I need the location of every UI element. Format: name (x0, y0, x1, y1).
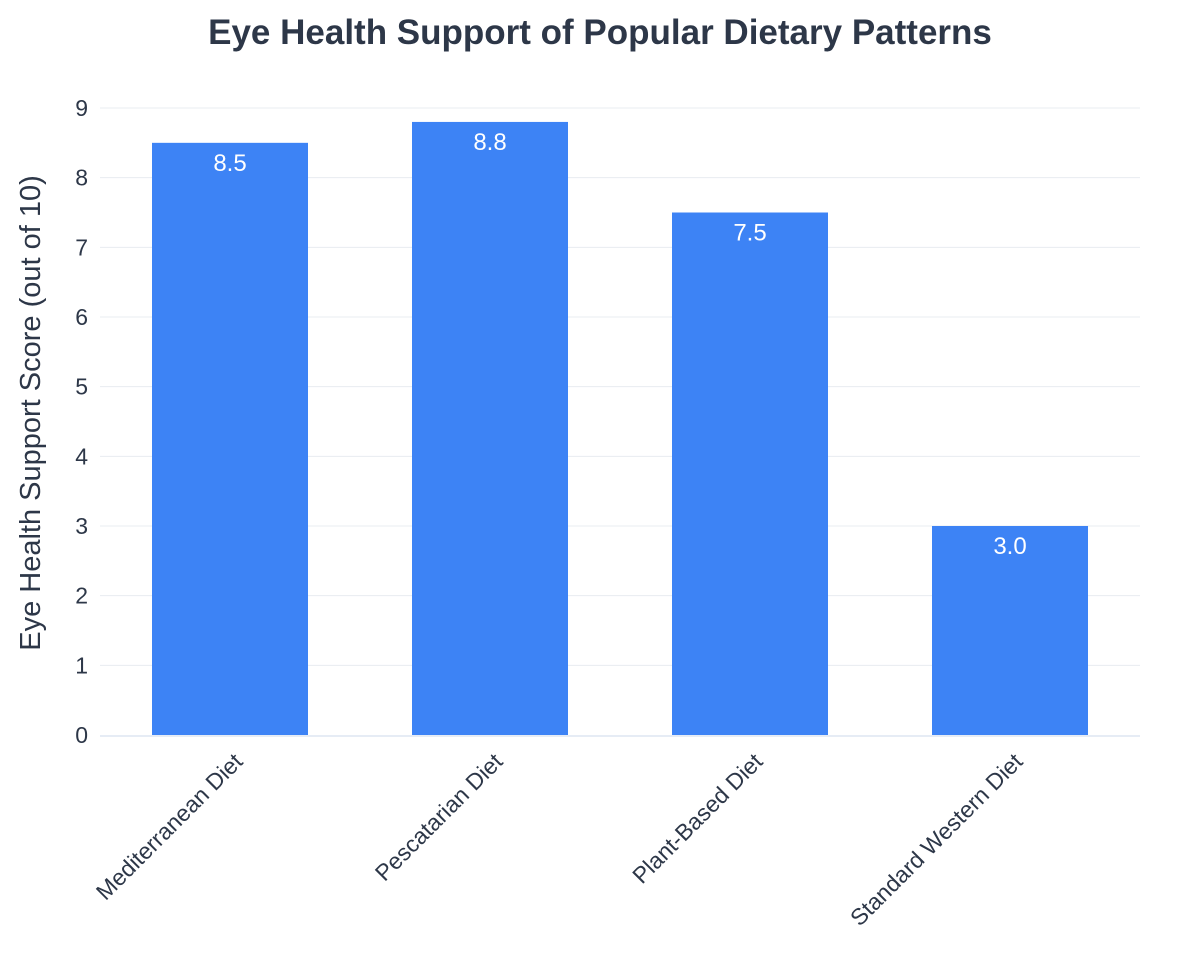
chart-title: Eye Health Support of Popular Dietary Pa… (208, 13, 992, 52)
bar (672, 212, 828, 735)
data-label: 8.5 (213, 150, 246, 177)
y-tick-label: 5 (75, 374, 88, 400)
y-tick-label: 8 (75, 165, 88, 191)
y-tick-label: 9 (75, 95, 88, 121)
bar (412, 121, 568, 735)
y-tick-label: 6 (75, 304, 88, 330)
bar (932, 526, 1088, 735)
y-tick-label: 1 (75, 652, 88, 678)
y-axis-title: Eye Health Support Score (out of 10) (15, 175, 47, 651)
y-tick-label: 4 (75, 443, 88, 469)
data-label: 7.5 (733, 220, 766, 247)
x-tick-label: Standard Western Diet (845, 748, 1028, 931)
bar (152, 142, 308, 736)
data-label: 8.8 (473, 129, 506, 156)
x-tick-label: Mediterranean Diet (91, 748, 248, 905)
y-tick-label: 7 (75, 234, 88, 260)
y-tick-label: 0 (75, 722, 88, 748)
bars (152, 121, 1088, 736)
data-label: 3.0 (993, 533, 1026, 560)
data-labels: 8.5 8.8 7.5 3.0 (213, 129, 1026, 560)
y-tick-label: 3 (75, 513, 88, 539)
y-tick-label: 2 (75, 583, 88, 609)
x-tick-label: Pescatarian Diet (370, 748, 508, 886)
x-tick-label: Plant-Based Diet (627, 748, 768, 889)
